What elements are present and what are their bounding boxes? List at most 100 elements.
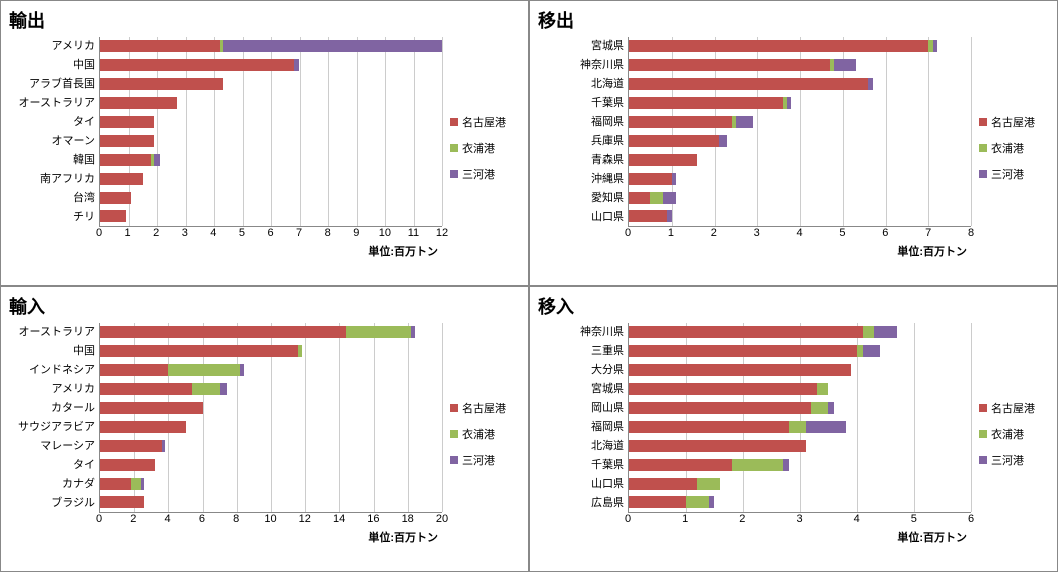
legend-swatch bbox=[450, 118, 458, 126]
bar-segment bbox=[100, 135, 154, 147]
x-axis: 0123456 bbox=[628, 513, 971, 527]
bar-row bbox=[100, 78, 442, 90]
bar-row bbox=[629, 326, 971, 338]
y-axis-label: 千葉県 bbox=[591, 98, 624, 109]
bar-segment bbox=[346, 326, 411, 338]
y-axis-label: 宮城県 bbox=[591, 384, 624, 395]
y-axis-label: 山口県 bbox=[591, 479, 624, 490]
x-tick-label: 3 bbox=[796, 513, 802, 525]
bars bbox=[100, 37, 442, 226]
x-tick-label: 1 bbox=[668, 227, 674, 239]
legend-swatch bbox=[450, 144, 458, 152]
x-axis-ticks: 02468101214161820 bbox=[99, 513, 442, 527]
x-tick-label: 18 bbox=[402, 513, 414, 525]
bar-segment bbox=[709, 496, 715, 508]
legend-swatch bbox=[450, 404, 458, 412]
bar-segment bbox=[100, 40, 220, 52]
bar-row bbox=[629, 192, 971, 204]
legend: 名古屋港衣浦港三河港 bbox=[971, 323, 1049, 545]
legend-item: 名古屋港 bbox=[450, 400, 520, 416]
y-axis-labels: 宮城県神奈川県北海道千葉県福岡県兵庫県青森県沖縄県愛知県山口県 bbox=[538, 37, 628, 227]
legend-item: 三河港 bbox=[979, 166, 1049, 182]
legend: 名古屋港衣浦港三河港 bbox=[971, 37, 1049, 259]
legend: 名古屋港衣浦港三河港 bbox=[442, 323, 520, 545]
x-tick-label: 16 bbox=[367, 513, 379, 525]
y-axis-labels: オーストラリア中国インドネシアアメリカカタールサウジアラビアマレーシアタイカナダ… bbox=[9, 323, 99, 513]
legend-label: 名古屋港 bbox=[462, 400, 506, 416]
chart-panel: 移入神奈川県三重県大分県宮城県岡山県福岡県北海道千葉県山口県広島県0123456… bbox=[529, 286, 1058, 572]
chart-body: 神奈川県三重県大分県宮城県岡山県福岡県北海道千葉県山口県広島県0123456単位… bbox=[538, 323, 1049, 545]
legend-label: 三河港 bbox=[462, 452, 495, 468]
chart-panel: 輸入オーストラリア中国インドネシアアメリカカタールサウジアラビアマレーシアタイカ… bbox=[0, 286, 529, 572]
bar-row bbox=[100, 173, 442, 185]
bar-segment bbox=[817, 383, 828, 395]
bar-segment bbox=[650, 192, 663, 204]
y-axis-label: マレーシア bbox=[40, 441, 95, 452]
x-tick-label: 8 bbox=[968, 227, 974, 239]
x-axis-ticks: 012345678 bbox=[628, 227, 971, 241]
plot-column: 神奈川県三重県大分県宮城県岡山県福岡県北海道千葉県山口県広島県0123456単位… bbox=[538, 323, 971, 545]
x-tick-label: 2 bbox=[739, 513, 745, 525]
y-axis-label: アラブ首長国 bbox=[29, 79, 95, 90]
plot-column: 宮城県神奈川県北海道千葉県福岡県兵庫県青森県沖縄県愛知県山口県012345678… bbox=[538, 37, 971, 259]
x-tick-label: 2 bbox=[711, 227, 717, 239]
bar-segment bbox=[100, 173, 143, 185]
y-axis-label: 三重県 bbox=[591, 346, 624, 357]
bar-row bbox=[629, 173, 971, 185]
bar-row bbox=[629, 496, 971, 508]
legend-item: 衣浦港 bbox=[979, 140, 1049, 156]
bar-segment bbox=[719, 135, 728, 147]
unit-label: 単位:百万トン bbox=[9, 243, 438, 259]
x-tick-label: 0 bbox=[96, 513, 102, 525]
bar-row bbox=[100, 364, 442, 376]
legend-item: 衣浦港 bbox=[450, 426, 520, 442]
legend-label: 名古屋港 bbox=[991, 400, 1035, 416]
bar-row bbox=[100, 154, 442, 166]
bar-segment bbox=[298, 345, 301, 357]
y-axis-label: カタール bbox=[51, 403, 95, 414]
bar-row bbox=[629, 459, 971, 471]
bar-row bbox=[100, 421, 442, 433]
chart-panel: 移出宮城県神奈川県北海道千葉県福岡県兵庫県青森県沖縄県愛知県山口県0123456… bbox=[529, 0, 1058, 286]
bar-segment bbox=[100, 59, 294, 71]
y-axis-label: 大分県 bbox=[591, 365, 624, 376]
bar-segment bbox=[240, 364, 243, 376]
plot-column: アメリカ中国アラブ首長国オーストラリアタイオマーン韓国南アフリカ台湾チリ0123… bbox=[9, 37, 442, 259]
bar-row bbox=[629, 40, 971, 52]
bar-segment bbox=[100, 78, 223, 90]
panel-title: 移出 bbox=[538, 7, 1049, 33]
bar-segment bbox=[100, 383, 192, 395]
bar-row bbox=[100, 402, 442, 414]
bar-row bbox=[629, 135, 971, 147]
chart-body: オーストラリア中国インドネシアアメリカカタールサウジアラビアマレーシアタイカナダ… bbox=[9, 323, 520, 545]
x-tick-label: 4 bbox=[854, 513, 860, 525]
bar-segment bbox=[629, 210, 667, 222]
legend-item: 名古屋港 bbox=[979, 400, 1049, 416]
bar-row bbox=[629, 78, 971, 90]
unit-label: 単位:百万トン bbox=[538, 243, 967, 259]
legend-item: 衣浦港 bbox=[979, 426, 1049, 442]
bar-row bbox=[100, 459, 442, 471]
bar-segment bbox=[629, 40, 928, 52]
gridline bbox=[971, 323, 972, 512]
bars-area bbox=[628, 323, 971, 513]
panel-title: 移入 bbox=[538, 293, 1049, 319]
y-axis-label: 韓国 bbox=[73, 155, 95, 166]
chart-body: アメリカ中国アラブ首長国オーストラリアタイオマーン韓国南アフリカ台湾チリ0123… bbox=[9, 37, 520, 259]
bar-segment bbox=[629, 345, 857, 357]
x-axis: 02468101214161820 bbox=[99, 513, 442, 527]
bar-segment bbox=[220, 383, 227, 395]
bar-segment bbox=[294, 59, 300, 71]
bar-row bbox=[629, 154, 971, 166]
bar-segment bbox=[100, 192, 131, 204]
bar-segment bbox=[811, 402, 828, 414]
y-axis-label: 宮城県 bbox=[591, 41, 624, 52]
x-tick-label: 0 bbox=[625, 227, 631, 239]
bar-segment bbox=[100, 116, 154, 128]
bar-segment bbox=[629, 383, 817, 395]
y-axis-label: 台湾 bbox=[73, 193, 95, 204]
y-axis-label: 山口県 bbox=[591, 212, 624, 223]
bars-area bbox=[99, 323, 442, 513]
bar-row bbox=[100, 383, 442, 395]
panel-title: 輸入 bbox=[9, 293, 520, 319]
